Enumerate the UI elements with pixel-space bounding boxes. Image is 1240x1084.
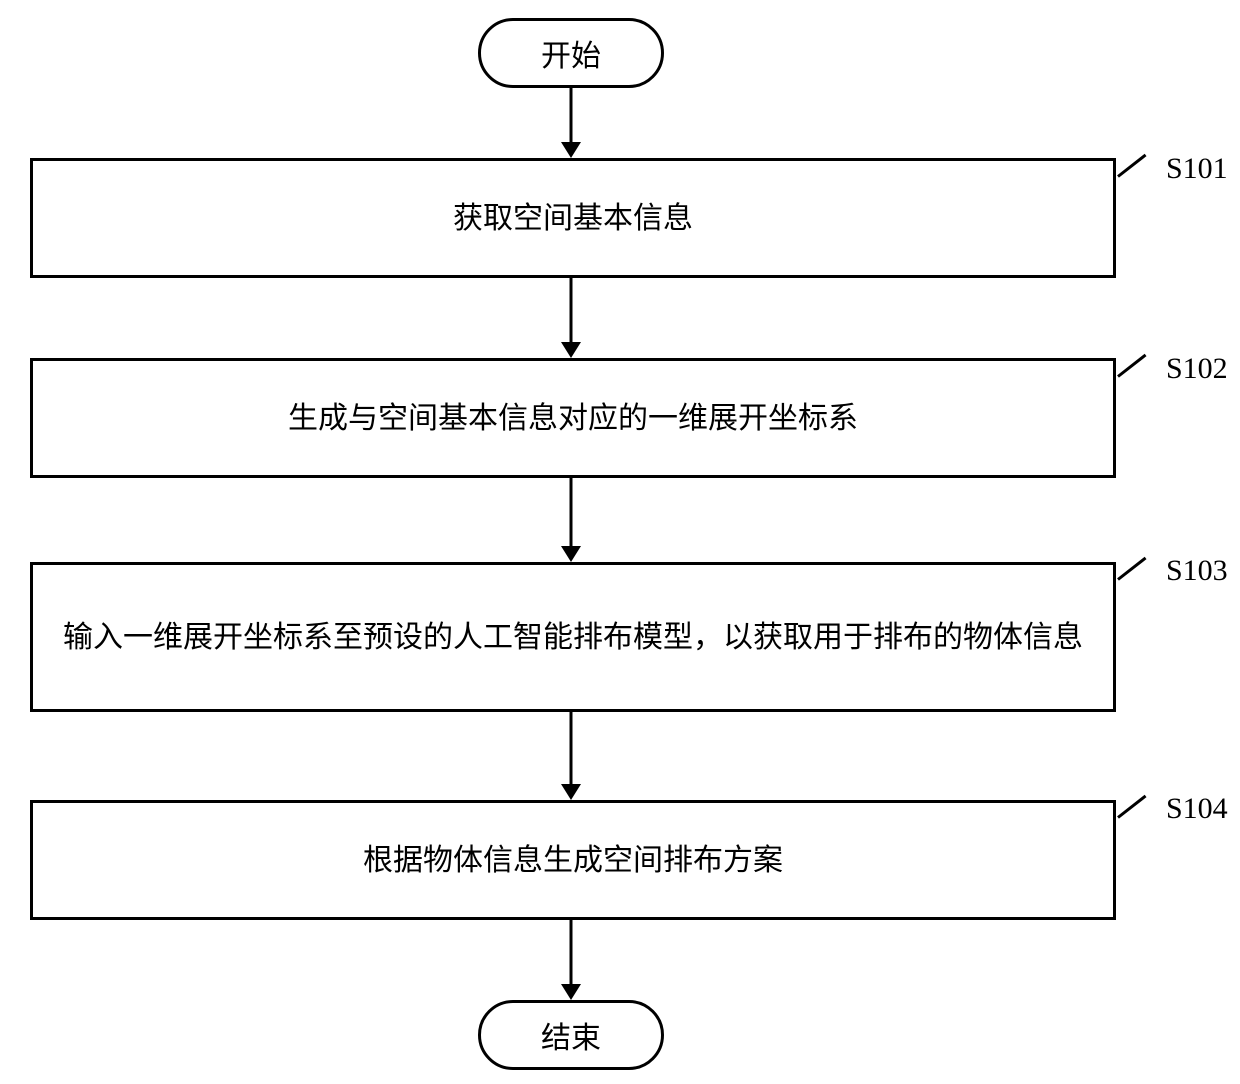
step-label-s104: S104 <box>1166 792 1228 826</box>
process-s103-text: 输入一维展开坐标系至预设的人工智能排布模型，以获取用于排布的物体信息 <box>63 615 1083 660</box>
process-s101: 获取空间基本信息 <box>30 158 1116 278</box>
arrowhead-4 <box>561 784 581 800</box>
arrowhead-5 <box>561 984 581 1000</box>
label-connector-s104 <box>1117 795 1146 819</box>
step-label-s102: S102 <box>1166 352 1228 386</box>
arrowhead-1 <box>561 142 581 158</box>
start-node: 开始 <box>478 18 664 88</box>
arrowhead-2 <box>561 342 581 358</box>
edge-s103-s104 <box>570 712 573 784</box>
edge-s104-end <box>570 920 573 984</box>
process-s103: 输入一维展开坐标系至预设的人工智能排布模型，以获取用于排布的物体信息 <box>30 562 1116 712</box>
step-label-s101: S101 <box>1166 152 1228 186</box>
end-node: 结束 <box>478 1000 664 1070</box>
process-s104-text: 根据物体信息生成空间排布方案 <box>363 838 783 883</box>
process-s104: 根据物体信息生成空间排布方案 <box>30 800 1116 920</box>
edge-s102-s103 <box>570 478 573 546</box>
arrowhead-3 <box>561 546 581 562</box>
flowchart-container: 开始 获取空间基本信息 S101 生成与空间基本信息对应的一维展开坐标系 S10… <box>0 0 1240 1084</box>
process-s102: 生成与空间基本信息对应的一维展开坐标系 <box>30 358 1116 478</box>
step-label-s103: S103 <box>1166 554 1228 588</box>
label-connector-s103 <box>1117 557 1146 581</box>
end-label: 结束 <box>541 1013 601 1057</box>
start-label: 开始 <box>541 31 601 75</box>
label-connector-s102 <box>1117 354 1146 378</box>
edge-start-s101 <box>570 88 573 142</box>
process-s102-text: 生成与空间基本信息对应的一维展开坐标系 <box>288 396 858 441</box>
process-s101-text: 获取空间基本信息 <box>453 196 693 241</box>
edge-s101-s102 <box>570 278 573 342</box>
label-connector-s101 <box>1117 154 1146 178</box>
